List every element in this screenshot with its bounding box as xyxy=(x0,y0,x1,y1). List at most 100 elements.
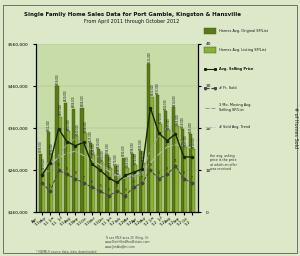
Bar xyxy=(192,149,195,256)
Text: 3 Mo. Moving Avg.
Selling SP/List: 3 Mo. Moving Avg. Selling SP/List xyxy=(219,103,251,112)
Text: $348,000: $348,000 xyxy=(83,120,87,132)
Bar xyxy=(184,147,187,256)
Bar xyxy=(67,131,70,256)
Text: 11: 11 xyxy=(174,159,177,163)
Bar xyxy=(159,124,162,256)
Bar xyxy=(80,108,84,256)
Text: $310,000: $310,000 xyxy=(192,136,196,148)
Text: $340,000: $340,000 xyxy=(75,124,79,135)
Text: $272,000: $272,000 xyxy=(133,152,137,164)
Text: $298,000: $298,000 xyxy=(130,141,134,153)
Bar xyxy=(47,132,50,256)
Text: $295,000: $295,000 xyxy=(92,143,95,154)
Text: $511,000: $511,000 xyxy=(147,51,151,63)
Bar xyxy=(147,64,150,256)
Text: Single Family Home Sales Data for Port Gamble, Kingston & Hansville: Single Family Home Sales Data for Port G… xyxy=(23,12,241,17)
Bar xyxy=(122,157,125,256)
Text: $325,000: $325,000 xyxy=(88,130,92,142)
Text: * NWMLS source data, date downloaded: * NWMLS source data, date downloaded xyxy=(36,250,96,254)
Text: $290,000: $290,000 xyxy=(122,145,126,156)
Text: 5: 5 xyxy=(99,184,101,188)
Text: $400,000: $400,000 xyxy=(164,98,167,110)
Text: $387,000: $387,000 xyxy=(58,104,62,115)
Text: 4: 4 xyxy=(124,188,126,192)
Text: 9: 9 xyxy=(66,167,68,171)
Text: the avg. asking
price is the price
at which an offer
was received: the avg. asking price is the price at wh… xyxy=(210,154,237,172)
Text: $345,000: $345,000 xyxy=(189,121,193,133)
Text: $270,000: $270,000 xyxy=(113,153,117,165)
Bar xyxy=(176,126,178,256)
Text: $406,000: $406,000 xyxy=(72,96,76,107)
Text: 8: 8 xyxy=(158,171,160,175)
Bar xyxy=(100,162,103,256)
Bar xyxy=(134,165,137,256)
Text: $353,000: $353,000 xyxy=(67,118,70,130)
Text: Avg. Selling Price: Avg. Selling Price xyxy=(219,67,254,71)
Bar xyxy=(142,163,145,256)
Text: 8: 8 xyxy=(183,171,185,175)
Bar xyxy=(84,133,87,256)
Text: $365,000: $365,000 xyxy=(175,113,179,125)
Bar xyxy=(181,129,184,256)
Text: $265,000: $265,000 xyxy=(125,155,129,167)
Text: $355,000: $355,000 xyxy=(167,117,171,129)
Bar xyxy=(156,95,159,256)
Bar xyxy=(130,154,134,256)
Text: $265,000: $265,000 xyxy=(108,155,112,167)
Bar xyxy=(189,134,192,256)
Text: $280,000: $280,000 xyxy=(100,149,104,161)
Text: $305,000: $305,000 xyxy=(139,138,142,150)
Text: $299,000: $299,000 xyxy=(38,141,42,153)
Bar xyxy=(164,111,167,256)
Text: From April 2011 through October 2012: From April 2011 through October 2012 xyxy=(84,19,180,24)
Bar xyxy=(58,116,62,256)
Bar xyxy=(167,130,170,256)
Text: 10: 10 xyxy=(57,163,61,167)
Text: Homes Avg. Listing SP/List: Homes Avg. Listing SP/List xyxy=(219,48,266,52)
Text: 6: 6 xyxy=(91,180,93,184)
Text: 5: 5 xyxy=(116,184,118,188)
Bar xyxy=(50,155,53,256)
Text: 6: 6 xyxy=(133,180,135,184)
Text: $410,000: $410,000 xyxy=(172,94,176,106)
Bar xyxy=(64,103,67,256)
Text: $459,000: $459,000 xyxy=(55,73,59,85)
Text: $295,000: $295,000 xyxy=(50,143,54,154)
Text: 7: 7 xyxy=(141,176,143,179)
Text: 9: 9 xyxy=(166,167,168,171)
Text: 8: 8 xyxy=(74,171,76,175)
Text: # of Homes Sold: # of Homes Sold xyxy=(293,108,298,148)
Bar xyxy=(72,109,75,256)
Text: 4: 4 xyxy=(108,188,109,192)
Bar xyxy=(117,175,120,256)
Bar xyxy=(106,155,109,256)
Bar xyxy=(56,86,58,256)
Bar xyxy=(109,168,112,256)
Text: 7: 7 xyxy=(83,176,85,179)
Text: 7: 7 xyxy=(41,176,43,179)
Text: $295,000: $295,000 xyxy=(105,143,109,154)
Bar xyxy=(139,151,142,256)
Text: $370,000: $370,000 xyxy=(158,111,162,123)
Text: $420,000: $420,000 xyxy=(63,90,67,101)
Text: $278,000: $278,000 xyxy=(142,150,146,161)
Bar xyxy=(150,97,154,256)
Text: $437,000: $437,000 xyxy=(155,82,159,94)
Text: $351,000: $351,000 xyxy=(46,119,51,131)
Text: $310,000: $310,000 xyxy=(97,136,101,148)
Text: $315,000: $315,000 xyxy=(183,134,188,146)
Text: Homes Avg. Original SP/List: Homes Avg. Original SP/List xyxy=(219,29,268,33)
Bar xyxy=(114,166,117,256)
Text: # Ft. Sold: # Ft. Sold xyxy=(219,86,236,90)
Text: $434,000: $434,000 xyxy=(150,84,154,95)
Bar xyxy=(39,154,42,256)
Text: 7: 7 xyxy=(191,176,193,179)
Text: $248,000: $248,000 xyxy=(117,162,121,174)
Bar xyxy=(125,168,128,256)
Text: 10: 10 xyxy=(148,163,152,167)
Bar xyxy=(42,171,45,256)
Text: # Sold Avg. Trend: # Sold Avg. Trend xyxy=(219,125,250,129)
Text: 5: 5 xyxy=(49,184,51,188)
Text: $358,000: $358,000 xyxy=(180,116,184,127)
Text: $408,000: $408,000 xyxy=(80,95,84,106)
